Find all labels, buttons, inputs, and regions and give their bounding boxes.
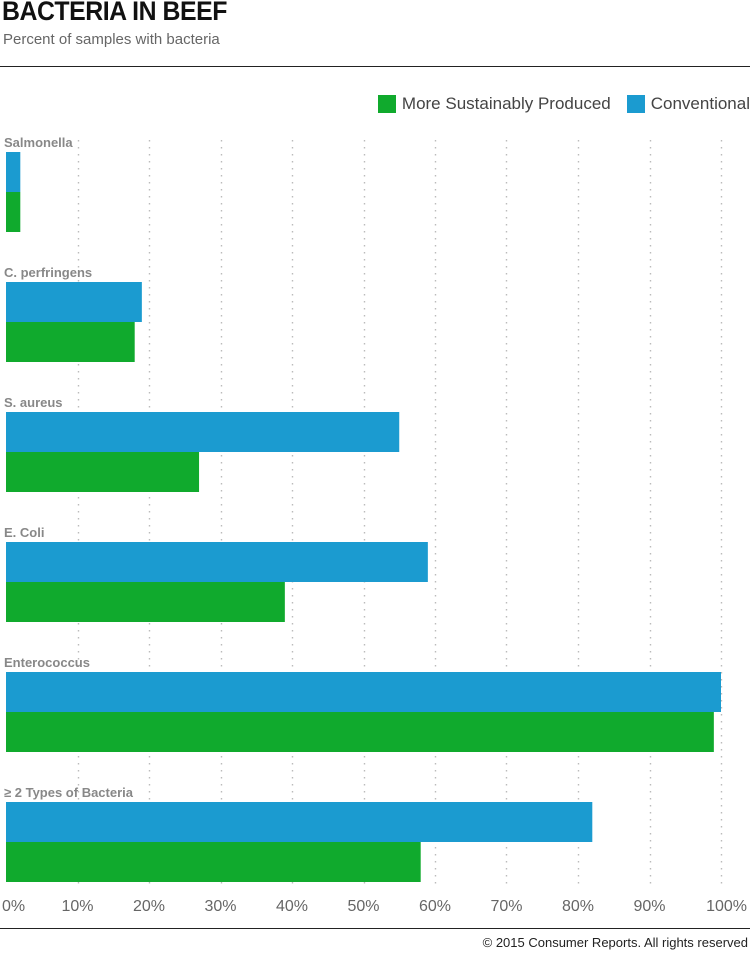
top-divider xyxy=(0,66,750,67)
bar-conventional xyxy=(6,282,142,322)
copyright-footer: © 2015 Consumer Reports. All rights rese… xyxy=(482,935,748,950)
x-tick-label: 100% xyxy=(706,898,747,915)
legend-swatch-sustainable xyxy=(377,95,396,113)
bar-sustainable xyxy=(6,452,200,492)
category-label: Salmonella xyxy=(4,135,73,150)
x-tick-label: 30% xyxy=(204,898,236,915)
bar-conventional xyxy=(6,412,400,452)
legend-swatch-conventional xyxy=(626,95,645,113)
chart-title: BACTERIA IN BEEF xyxy=(2,0,227,26)
x-tick-label: 10% xyxy=(61,898,93,915)
legend-item-conventional: Conventional xyxy=(626,94,750,114)
bar-sustainable xyxy=(6,842,421,882)
bar-conventional xyxy=(6,672,721,712)
x-tick-label: 0% xyxy=(2,898,25,915)
legend: More Sustainably Produced Conventional xyxy=(362,94,750,114)
bar-conventional xyxy=(6,152,21,192)
x-tick-label: 70% xyxy=(490,898,522,915)
category-label: ≥ 2 Types of Bacteria xyxy=(4,785,134,800)
x-tick-label: 50% xyxy=(347,898,379,915)
category-label: E. Coli xyxy=(4,525,44,540)
x-tick-label: 40% xyxy=(276,898,308,915)
x-tick-label: 80% xyxy=(562,898,594,915)
bar-conventional xyxy=(6,542,428,582)
bar-sustainable xyxy=(6,322,135,362)
category-label: C. perfringens xyxy=(4,265,92,280)
chart-subtitle: Percent of samples with bacteria xyxy=(3,31,220,48)
x-tick-label: 20% xyxy=(133,898,165,915)
legend-item-sustainable: More Sustainably Produced xyxy=(377,94,611,114)
x-tick-label: 90% xyxy=(633,898,665,915)
bar-sustainable xyxy=(6,192,21,232)
bottom-divider xyxy=(0,928,750,929)
category-label: S. aureus xyxy=(4,395,63,410)
x-tick-label: 60% xyxy=(419,898,451,915)
legend-label-sustainable: More Sustainably Produced xyxy=(401,94,611,113)
bar-sustainable xyxy=(6,712,714,752)
legend-label-conventional: Conventional xyxy=(650,94,750,113)
bar-sustainable xyxy=(6,582,285,622)
bar-conventional xyxy=(6,802,593,842)
category-label: Enterococcus xyxy=(4,655,90,670)
